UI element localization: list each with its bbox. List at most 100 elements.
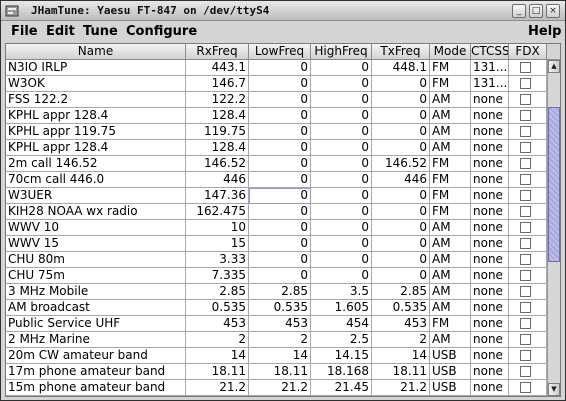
cell-txfreq[interactable]: 453 (372, 316, 430, 332)
minimize-icon[interactable]: _ (512, 4, 526, 18)
cell-fdx[interactable] (509, 316, 547, 332)
cell-mode[interactable]: AM (430, 284, 471, 300)
cell-lowfreq[interactable]: 0 (249, 140, 311, 156)
cell-lowfreq[interactable]: 0 (249, 204, 311, 220)
menu-configure[interactable]: Configure (126, 24, 198, 39)
cell-ctcss[interactable]: none (471, 236, 509, 252)
table-row[interactable]: 17m phone amateur band 18.11 18.11 18.168 18… (6, 364, 547, 380)
cell-mode[interactable]: FM (430, 156, 471, 172)
cell-name[interactable]: FSS 122.2 (6, 92, 186, 108)
cell-fdx[interactable] (509, 252, 547, 268)
table-row[interactable]: CHU 80m 3.33 0 0 0 AM none (6, 252, 547, 268)
cell-txfreq[interactable]: 0 (372, 92, 430, 108)
column-header-highfreq[interactable]: HighFreq (311, 44, 372, 60)
cell-rxfreq[interactable]: 128.4 (186, 140, 249, 156)
cell-lowfreq[interactable]: 0 (249, 156, 311, 172)
fdx-checkbox[interactable] (520, 318, 531, 329)
cell-fdx[interactable] (509, 348, 547, 364)
cell-name[interactable]: 70cm call 446.0 (6, 172, 186, 188)
app-icon[interactable] (5, 4, 19, 18)
cell-txfreq[interactable]: 0 (372, 140, 430, 156)
cell-rxfreq[interactable]: 3.33 (186, 252, 249, 268)
fdx-checkbox[interactable] (520, 350, 531, 361)
table-row[interactable]: 70cm call 446.0 446 0 0 446 FM none (6, 172, 547, 188)
column-header-rxfreq[interactable]: RxFreq (186, 44, 249, 60)
cell-highfreq[interactable]: 0 (311, 140, 372, 156)
cell-ctcss[interactable]: none (471, 380, 509, 396)
cell-txfreq[interactable]: 0 (372, 236, 430, 252)
cell-fdx[interactable] (509, 140, 547, 156)
cell-mode[interactable]: USB (430, 380, 471, 396)
cell-highfreq[interactable]: 2.5 (311, 332, 372, 348)
cell-name[interactable]: KPHL appr 128.4 (6, 140, 186, 156)
fdx-checkbox[interactable] (520, 126, 531, 137)
cell-lowfreq[interactable]: 0 (249, 124, 311, 140)
cell-highfreq[interactable]: 0 (311, 220, 372, 236)
fdx-checkbox[interactable] (520, 110, 531, 121)
cell-txfreq[interactable]: 0 (372, 108, 430, 124)
cell-name[interactable]: 3 MHz Mobile (6, 284, 186, 300)
cell-rxfreq[interactable]: 2.85 (186, 284, 249, 300)
cell-fdx[interactable] (509, 332, 547, 348)
cell-name[interactable]: CHU 80m (6, 252, 186, 268)
cell-highfreq[interactable]: 0 (311, 236, 372, 252)
cell-highfreq[interactable]: 0 (311, 92, 372, 108)
cell-mode[interactable]: FM (430, 316, 471, 332)
cell-name[interactable]: N3IO IRLP (6, 60, 186, 76)
cell-ctcss[interactable]: none (471, 172, 509, 188)
cell-fdx[interactable] (509, 300, 547, 316)
fdx-checkbox[interactable] (520, 206, 531, 217)
cell-ctcss[interactable]: none (471, 300, 509, 316)
fdx-checkbox[interactable] (520, 142, 531, 153)
cell-ctcss[interactable]: none (471, 348, 509, 364)
cell-mode[interactable]: FM (430, 204, 471, 220)
fdx-checkbox[interactable] (520, 366, 531, 377)
cell-lowfreq[interactable]: 2.85 (249, 284, 311, 300)
cell-highfreq[interactable]: 0 (311, 268, 372, 284)
cell-rxfreq[interactable]: 446 (186, 172, 249, 188)
cell-highfreq[interactable]: 0 (311, 108, 372, 124)
cell-txfreq[interactable]: 448.1 (372, 60, 430, 76)
cell-name[interactable]: WWV 10 (6, 220, 186, 236)
cell-fdx[interactable] (509, 124, 547, 140)
cell-rxfreq[interactable]: 119.75 (186, 124, 249, 140)
cell-txfreq[interactable]: 0 (372, 188, 430, 204)
cell-mode[interactable]: USB (430, 364, 471, 380)
cell-txfreq[interactable]: 0 (372, 76, 430, 92)
cell-ctcss[interactable]: none (471, 332, 509, 348)
fdx-checkbox[interactable] (520, 62, 531, 73)
cell-fdx[interactable] (509, 108, 547, 124)
column-header-txfreq[interactable]: TxFreq (372, 44, 430, 60)
cell-txfreq[interactable]: 21.2 (372, 380, 430, 396)
cell-ctcss[interactable]: none (471, 284, 509, 300)
cell-fdx[interactable] (509, 60, 547, 76)
cell-mode[interactable]: FM (430, 188, 471, 204)
cell-name[interactable]: CHU 75m (6, 268, 186, 284)
cell-mode[interactable]: FM (430, 60, 471, 76)
cell-rxfreq[interactable]: 443.1 (186, 60, 249, 76)
cell-highfreq[interactable]: 0 (311, 60, 372, 76)
cell-fdx[interactable] (509, 204, 547, 220)
cell-highfreq[interactable]: 14.15 (311, 348, 372, 364)
cell-fdx[interactable] (509, 156, 547, 172)
cell-txfreq[interactable]: 0 (372, 204, 430, 220)
cell-mode[interactable]: AM (430, 140, 471, 156)
cell-txfreq[interactable]: 2 (372, 332, 430, 348)
cell-txfreq[interactable]: 14 (372, 348, 430, 364)
table-row[interactable]: CHU 75m 7.335 0 0 0 AM none (6, 268, 547, 284)
menu-tune[interactable]: Tune (83, 24, 118, 39)
cell-txfreq[interactable]: 2.85 (372, 284, 430, 300)
scrollbar-thumb[interactable] (548, 107, 560, 262)
cell-fdx[interactable] (509, 364, 547, 380)
cell-lowfreq[interactable]: 0 (249, 60, 311, 76)
cell-ctcss[interactable]: none (471, 204, 509, 220)
cell-rxfreq[interactable]: 21.2 (186, 380, 249, 396)
close-icon[interactable]: × (546, 4, 560, 18)
cell-ctcss[interactable]: none (471, 364, 509, 380)
cell-ctcss[interactable]: 131... (471, 60, 509, 76)
cell-name[interactable]: 17m phone amateur band (6, 364, 186, 380)
menu-edit[interactable]: Edit (46, 24, 75, 39)
fdx-checkbox[interactable] (520, 254, 531, 265)
fdx-checkbox[interactable] (520, 238, 531, 249)
cell-mode[interactable]: AM (430, 124, 471, 140)
